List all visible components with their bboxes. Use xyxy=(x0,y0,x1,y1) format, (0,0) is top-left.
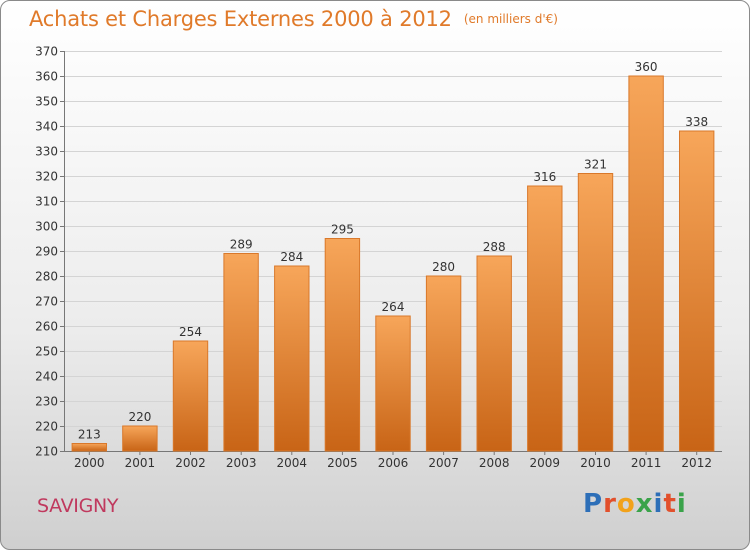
bar xyxy=(223,253,259,452)
bar xyxy=(628,75,664,452)
logo-letter: o xyxy=(616,489,636,519)
x-tick-label: 2009 xyxy=(530,456,561,470)
logo-letter: t xyxy=(663,489,677,519)
bar-layer xyxy=(71,75,715,452)
logo-letter: x xyxy=(635,489,654,519)
y-tick-label: 210 xyxy=(35,445,58,459)
y-tick-label: 230 xyxy=(35,395,58,409)
data-label: 220 xyxy=(128,410,151,424)
data-label: 254 xyxy=(179,325,202,339)
y-tick-label: 350 xyxy=(35,95,58,109)
bar xyxy=(679,130,715,452)
x-tick-label: 2000 xyxy=(74,456,105,470)
bar xyxy=(172,340,209,452)
chart-title-unit: (en milliers d'€) xyxy=(463,12,558,26)
chart-title-main: Achats et Charges Externes 2000 à 2012 xyxy=(29,7,452,31)
x-tick-label: 2005 xyxy=(327,456,358,470)
y-tick-label: 370 xyxy=(35,45,58,59)
data-label: 321 xyxy=(584,158,607,172)
x-tick-label: 2007 xyxy=(428,456,459,470)
proxiti-logo[interactable]: Proxiti xyxy=(583,489,687,519)
y-tick-label: 310 xyxy=(35,195,58,209)
x-tick-label: 2012 xyxy=(681,456,712,470)
x-tick-label: 2002 xyxy=(175,456,206,470)
chart-title: Achats et Charges Externes 2000 à 2012 (e… xyxy=(29,7,558,31)
y-tick-label: 330 xyxy=(35,145,58,159)
y-tick-label: 250 xyxy=(35,345,58,359)
y-tick-label: 220 xyxy=(35,420,58,434)
data-label: 295 xyxy=(331,223,354,237)
bar xyxy=(577,173,614,452)
x-tick-label: 2010 xyxy=(580,456,611,470)
y-tick-label: 290 xyxy=(35,245,58,259)
y-tick-label: 270 xyxy=(35,295,58,309)
logo-letter: P xyxy=(583,489,604,519)
bar xyxy=(476,255,512,452)
data-label: 264 xyxy=(382,300,405,314)
x-tick-label: 2003 xyxy=(226,456,257,470)
data-label: 288 xyxy=(483,240,506,254)
bar xyxy=(122,425,158,452)
bar xyxy=(274,265,310,452)
bar xyxy=(375,315,411,452)
town-name: SAVIGNY xyxy=(37,495,119,517)
y-tick-label: 300 xyxy=(35,220,58,234)
y-tick-label: 280 xyxy=(35,270,58,284)
logo-letter: r xyxy=(603,489,617,519)
data-label: 213 xyxy=(78,428,101,442)
data-label: 289 xyxy=(230,238,253,252)
bar xyxy=(71,443,107,452)
data-label: 338 xyxy=(685,115,708,129)
x-tick-label: 2008 xyxy=(479,456,510,470)
x-tick-label: 2001 xyxy=(125,456,156,470)
data-label: 316 xyxy=(533,170,556,184)
x-tick-label: 2004 xyxy=(277,456,308,470)
logo-letter: i xyxy=(653,489,664,519)
bar xyxy=(527,185,563,452)
y-tick-label: 240 xyxy=(35,370,58,384)
data-label: 280 xyxy=(432,260,455,274)
x-tick-label: 2006 xyxy=(378,456,409,470)
logo-letter: i xyxy=(676,489,687,519)
data-label: 284 xyxy=(280,250,303,264)
x-tick-label: 2011 xyxy=(631,456,662,470)
y-tick-label: 360 xyxy=(35,70,58,84)
bar xyxy=(425,275,462,452)
y-tick-label: 260 xyxy=(35,320,58,334)
y-tick-label: 320 xyxy=(35,170,58,184)
bar xyxy=(324,238,361,452)
y-tick-label: 340 xyxy=(35,120,58,134)
data-label: 360 xyxy=(635,60,658,74)
label-layer: 213 220 254 289 284 295 264 280 288 316 321 360 338 xyxy=(78,60,708,442)
